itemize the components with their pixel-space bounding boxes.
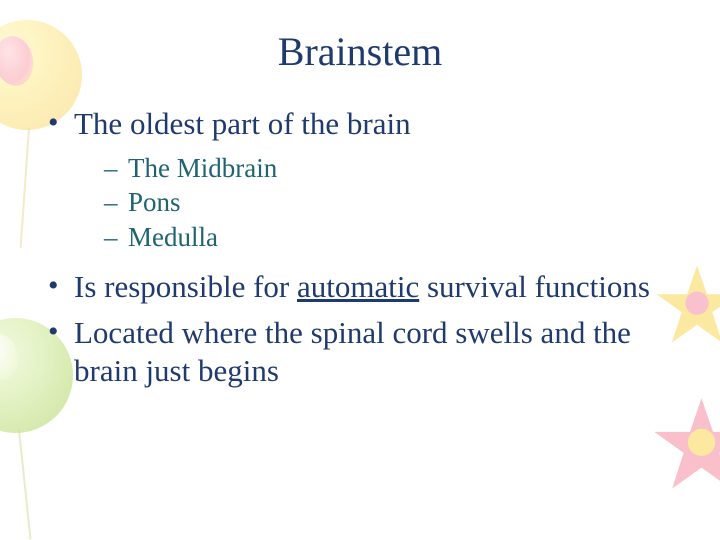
bullet-text-pre: Is responsible for [74,269,297,304]
sub-bullet-text: Medulla [128,222,218,252]
slide-title: Brainstem [40,28,680,75]
bullet-item: Is responsible for automatic survival fu… [46,268,680,306]
sub-bullet-list: The Midbrain Pons Medulla [74,151,680,255]
sub-bullet-text: Pons [128,187,181,217]
bullet-text: The oldest part of the brain [74,106,411,141]
bullet-list: The oldest part of the brain The Midbrai… [40,105,680,390]
sub-bullet-item: Pons [104,185,680,220]
sub-bullet-text: The Midbrain [128,153,277,183]
bullet-item: Located where the spinal cord swells and… [46,314,680,390]
sub-bullet-item: Medulla [104,220,680,255]
slide-container: Brainstem The oldest part of the brain T… [0,0,720,540]
bullet-item: The oldest part of the brain The Midbrai… [46,105,680,254]
bullet-text-post: survival functions [419,269,650,304]
bullet-text-underlined: automatic [297,269,419,304]
sub-bullet-item: The Midbrain [104,151,680,186]
bullet-text: Located where the spinal cord swells and… [74,315,631,388]
